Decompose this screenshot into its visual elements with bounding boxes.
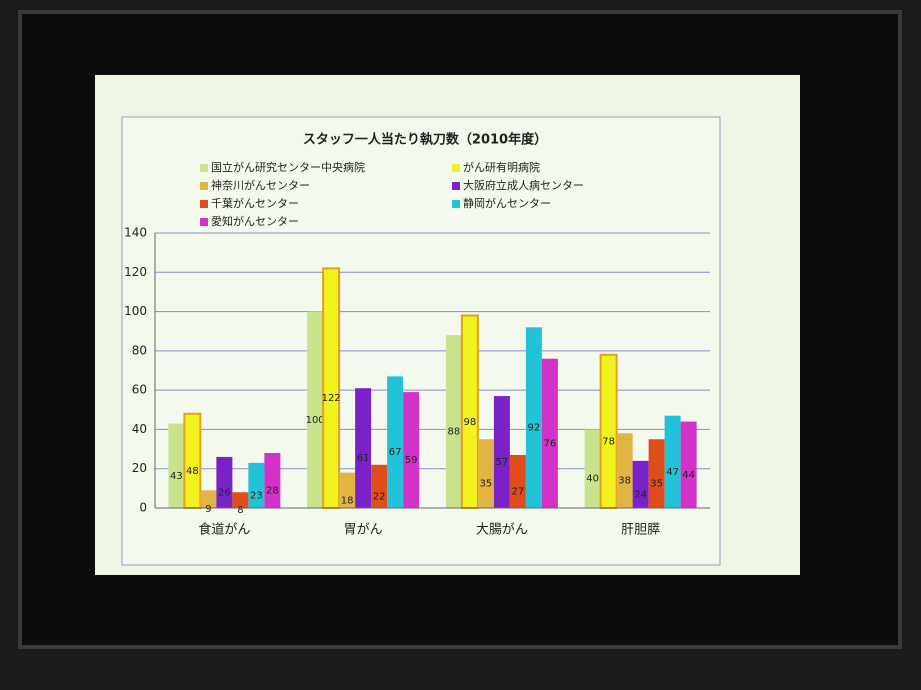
bar	[355, 388, 372, 508]
data-label: 100	[306, 415, 325, 426]
chart-title: スタッフ一人当たり執刀数（2010年度）	[303, 132, 547, 148]
data-label: 22	[373, 491, 386, 502]
y-tick-label: 20	[132, 461, 147, 475]
legend-label: 大阪府立成人病センター	[463, 178, 584, 192]
bar	[168, 423, 185, 508]
bar	[477, 439, 494, 508]
data-label: 35	[650, 479, 663, 490]
bar	[322, 267, 341, 509]
data-label: 43	[170, 471, 183, 482]
data-label: 59	[405, 455, 418, 466]
data-label: 61	[357, 453, 370, 464]
bar	[216, 456, 233, 508]
bar	[248, 462, 265, 508]
bar	[648, 439, 665, 508]
y-tick-label: 80	[132, 343, 147, 357]
legend-swatch	[452, 182, 460, 190]
data-label: 28	[266, 486, 279, 497]
legend-swatch	[200, 218, 208, 226]
y-tick-label: 0	[139, 501, 147, 515]
bar	[387, 376, 404, 508]
bar	[664, 415, 681, 508]
data-label: 98	[464, 417, 477, 428]
data-label: 78	[602, 436, 615, 447]
data-label: 38	[618, 476, 631, 487]
bar	[183, 412, 202, 510]
bar	[541, 358, 558, 508]
legend-label: がん研有明病院	[463, 160, 540, 174]
bar	[232, 492, 249, 508]
x-tick-label: 食道がん	[198, 522, 250, 538]
legend-swatch	[200, 200, 208, 208]
x-tick-label: 胃がん	[344, 523, 383, 538]
data-label: 27	[512, 486, 525, 497]
data-label: 47	[666, 467, 679, 478]
data-label: 57	[496, 457, 509, 468]
legend-swatch	[200, 164, 208, 172]
bar	[584, 429, 601, 508]
bar	[371, 464, 388, 508]
legend-label: 愛知がんセンター	[211, 214, 299, 228]
bar	[509, 454, 526, 508]
legend-label: 神奈川がんセンター	[211, 178, 310, 192]
y-tick-label: 140	[124, 226, 147, 240]
bar	[307, 311, 324, 508]
data-label: 76	[544, 438, 557, 449]
data-label: 18	[341, 495, 354, 506]
bar	[493, 396, 510, 508]
data-label: 23	[250, 490, 263, 501]
data-label: 9	[205, 504, 211, 515]
data-label: 35	[480, 479, 493, 490]
bar	[680, 421, 697, 508]
y-tick-label: 100	[124, 304, 147, 318]
y-tick-label: 40	[132, 422, 147, 436]
legend-label: 国立がん研究センター中央病院	[211, 160, 365, 174]
bar	[339, 472, 356, 508]
data-label: 122	[322, 393, 341, 404]
legend-swatch	[200, 182, 208, 190]
data-label: 92	[528, 423, 541, 434]
bar	[525, 327, 542, 508]
bar	[599, 353, 618, 509]
data-label: 44	[682, 470, 695, 481]
data-label: 48	[186, 466, 199, 477]
y-tick-label: 120	[124, 265, 147, 279]
bar	[460, 314, 479, 509]
bar	[445, 335, 462, 508]
y-tick-label: 60	[132, 383, 147, 397]
data-label: 40	[586, 474, 599, 485]
bar	[264, 453, 281, 508]
x-tick-label: 大腸がん	[476, 523, 528, 538]
bar	[200, 490, 217, 508]
data-label: 88	[448, 427, 461, 438]
legend-swatch	[452, 200, 460, 208]
data-label: 67	[389, 447, 402, 458]
legend-label: 静岡がんセンター	[463, 196, 551, 210]
bar	[403, 392, 420, 508]
data-label: 8	[237, 505, 243, 516]
data-label: 26	[218, 487, 231, 498]
data-label: 24	[634, 489, 647, 500]
x-tick-label: 肝胆膵	[621, 523, 660, 538]
legend-label: 千葉がんセンター	[211, 196, 299, 210]
bar	[616, 433, 633, 508]
bar	[632, 460, 649, 508]
legend-swatch	[452, 164, 460, 172]
